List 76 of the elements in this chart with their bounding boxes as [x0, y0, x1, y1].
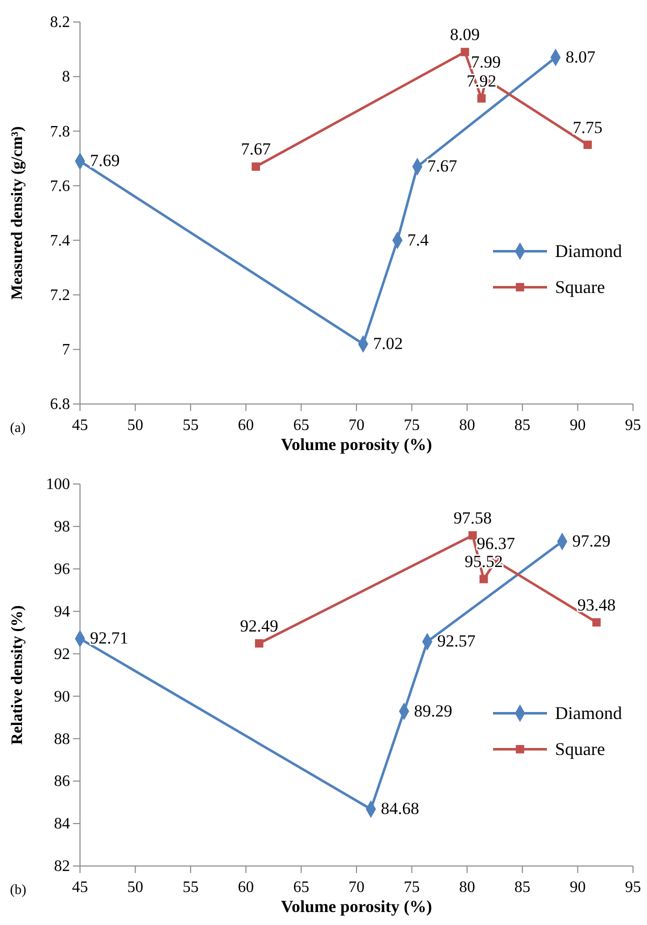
- data-label: 92.49: [240, 616, 278, 636]
- y-tick-label: 7.4: [50, 232, 70, 250]
- x-tick-label: 70: [348, 879, 364, 896]
- data-label: 84.68: [380, 799, 420, 818]
- text: (a): [10, 421, 26, 436]
- data-label: 89.29: [414, 701, 452, 720]
- data-label: 7.02: [373, 334, 403, 353]
- x-tick-label: 60: [238, 417, 254, 434]
- x-tick-label: 65: [293, 879, 310, 896]
- y-tick-label: 7: [62, 342, 70, 359]
- legend-label: Diamond: [555, 703, 622, 724]
- point: [460, 48, 470, 56]
- y-tick-label: 96: [54, 561, 70, 578]
- y-axis-title: Measured density (g/cm³): [9, 126, 26, 300]
- x-tick-label: 90: [570, 879, 586, 896]
- x-axis-title: Volume porosity (%): [280, 897, 432, 916]
- x-tick-label: 85: [514, 417, 530, 434]
- y-tick-label: 86: [54, 773, 70, 790]
- y-tick-label: 100: [46, 476, 70, 494]
- data-label: 7.67: [427, 156, 458, 176]
- y-axis-title: Relative density (%): [9, 605, 26, 745]
- data-label: 8.07: [566, 47, 596, 66]
- data-label: 97.29: [572, 532, 610, 551]
- x-tick-label: 55: [182, 417, 199, 434]
- x-tick-label: 95: [625, 879, 641, 896]
- data-label: 7.75: [572, 118, 603, 137]
- x-tick-label: 95: [625, 417, 641, 434]
- x-tick-label: 75: [404, 879, 420, 896]
- point: [583, 140, 592, 149]
- x-tick-label: 80: [459, 417, 476, 434]
- data-label: 7.69: [90, 151, 120, 170]
- y-tick-label: 88: [54, 730, 70, 748]
- y-tick-label: 92: [54, 646, 70, 663]
- y-tick-label: 90: [54, 688, 70, 706]
- x-tick-label: 70: [348, 417, 364, 434]
- data-label: 7.4: [407, 230, 430, 250]
- data-label: 8.09: [450, 25, 480, 44]
- y-tick-label: 82: [54, 858, 70, 876]
- y-tick-label: 7.2: [50, 286, 70, 304]
- x-tick-label: 75: [404, 417, 420, 434]
- text: (b): [10, 883, 27, 898]
- data-label: 92.71: [90, 628, 128, 648]
- y-tick-label: 8.2: [50, 14, 70, 32]
- y-tick-label: 7.8: [50, 123, 70, 140]
- data-label: 92.57: [437, 632, 476, 651]
- y-tick-label: 84: [54, 816, 70, 833]
- point: [592, 618, 601, 627]
- point: [480, 574, 488, 584]
- data-label: 7.67: [240, 140, 272, 159]
- y-tick-label: 94: [54, 603, 70, 620]
- x-tick-label: 45: [72, 879, 88, 896]
- point: [468, 531, 477, 540]
- legend-label: Diamond: [555, 241, 622, 262]
- data-label: 97.58: [454, 508, 492, 528]
- point: [477, 94, 486, 103]
- y-tick-label: 98: [54, 518, 70, 536]
- data-label: 7.99: [471, 52, 501, 72]
- point: [254, 639, 264, 648]
- x-tick-label: 45: [72, 417, 88, 434]
- legend-label: Square: [555, 739, 605, 760]
- y-tick-label: 6.8: [50, 396, 70, 414]
- point: [252, 162, 260, 171]
- x-tick-label: 90: [570, 417, 586, 434]
- x-tick-label: 85: [514, 879, 530, 896]
- x-tick-label: 55: [182, 879, 199, 896]
- x-tick-label: 65: [293, 417, 310, 434]
- x-tick-label: 60: [238, 879, 254, 896]
- data-label: 93.48: [577, 595, 616, 614]
- y-tick-label: 8: [62, 68, 70, 86]
- data-label: 96.37: [476, 534, 516, 554]
- legend-label: Square: [555, 277, 605, 298]
- x-tick-label: 80: [459, 879, 476, 896]
- y-tick-label: 7.6: [50, 178, 70, 195]
- x-tick-label: 50: [127, 879, 144, 896]
- x-axis-title: Volume porosity (%): [280, 435, 432, 454]
- x-tick-label: 50: [127, 417, 144, 434]
